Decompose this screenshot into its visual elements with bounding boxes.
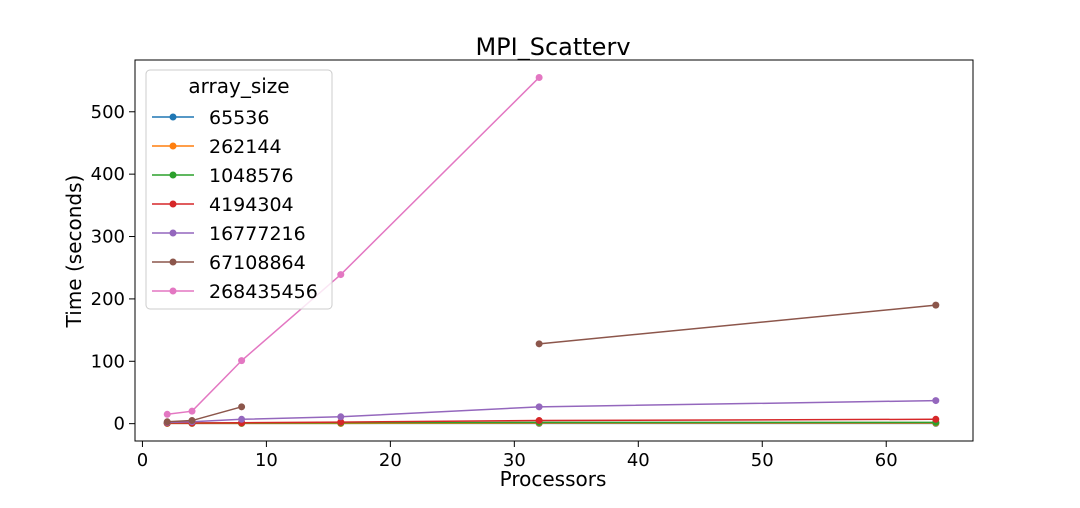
chart-title: MPI_Scatterv bbox=[475, 33, 630, 61]
legend-label: 262144 bbox=[209, 136, 282, 158]
y-tick-label: 0 bbox=[114, 414, 125, 435]
legend-label: 67108864 bbox=[209, 252, 306, 274]
x-tick-label: 20 bbox=[379, 450, 402, 471]
x-axis-label: Processors bbox=[500, 467, 607, 491]
legend-label: 4194304 bbox=[209, 194, 294, 216]
y-tick-label: 400 bbox=[91, 164, 125, 185]
data-point bbox=[238, 403, 245, 410]
x-tick-label: 0 bbox=[137, 450, 148, 471]
data-point bbox=[238, 357, 245, 364]
series-16777216 bbox=[164, 397, 940, 426]
data-point bbox=[337, 413, 344, 420]
y-tick-label: 200 bbox=[91, 289, 125, 310]
data-point bbox=[536, 403, 543, 410]
data-point bbox=[164, 418, 171, 425]
data-point bbox=[189, 408, 196, 415]
y-tick-label: 500 bbox=[91, 102, 125, 123]
x-tick-label: 10 bbox=[255, 450, 278, 471]
legend-swatch-marker bbox=[170, 259, 177, 266]
data-point bbox=[932, 397, 939, 404]
y-axis: 0 100 200 300 400 500 bbox=[91, 102, 135, 435]
legend-title: array_size bbox=[188, 74, 289, 98]
legend-label: 1048576 bbox=[209, 165, 294, 187]
data-point bbox=[164, 411, 171, 418]
legend-label: 16777216 bbox=[209, 223, 306, 245]
data-point bbox=[932, 302, 939, 309]
y-axis-label: Time (seconds) bbox=[62, 175, 86, 329]
legend: array_size 65536 262144 1048576 4194304 1677… bbox=[146, 70, 332, 309]
x-tick-label: 40 bbox=[627, 450, 650, 471]
legend-swatch-marker bbox=[170, 288, 177, 295]
data-point bbox=[189, 417, 196, 424]
legend-swatch-marker bbox=[170, 201, 177, 208]
series-line bbox=[539, 305, 936, 344]
x-tick-label: 60 bbox=[875, 450, 898, 471]
data-point bbox=[536, 74, 543, 81]
data-point bbox=[536, 417, 543, 424]
legend-swatch-marker bbox=[170, 172, 177, 179]
legend-label: 65536 bbox=[209, 107, 269, 129]
data-point bbox=[536, 340, 543, 347]
series-4194304 bbox=[164, 416, 940, 427]
y-tick-label: 100 bbox=[91, 351, 125, 372]
y-tick-label: 300 bbox=[91, 227, 125, 248]
legend-swatch-marker bbox=[170, 230, 177, 237]
legend-swatch-marker bbox=[170, 143, 177, 150]
data-point bbox=[932, 416, 939, 423]
legend-swatch-marker bbox=[170, 114, 177, 121]
data-point bbox=[238, 416, 245, 423]
x-tick-label: 50 bbox=[751, 450, 774, 471]
legend-label: 268435456 bbox=[209, 281, 318, 303]
data-point bbox=[337, 271, 344, 278]
